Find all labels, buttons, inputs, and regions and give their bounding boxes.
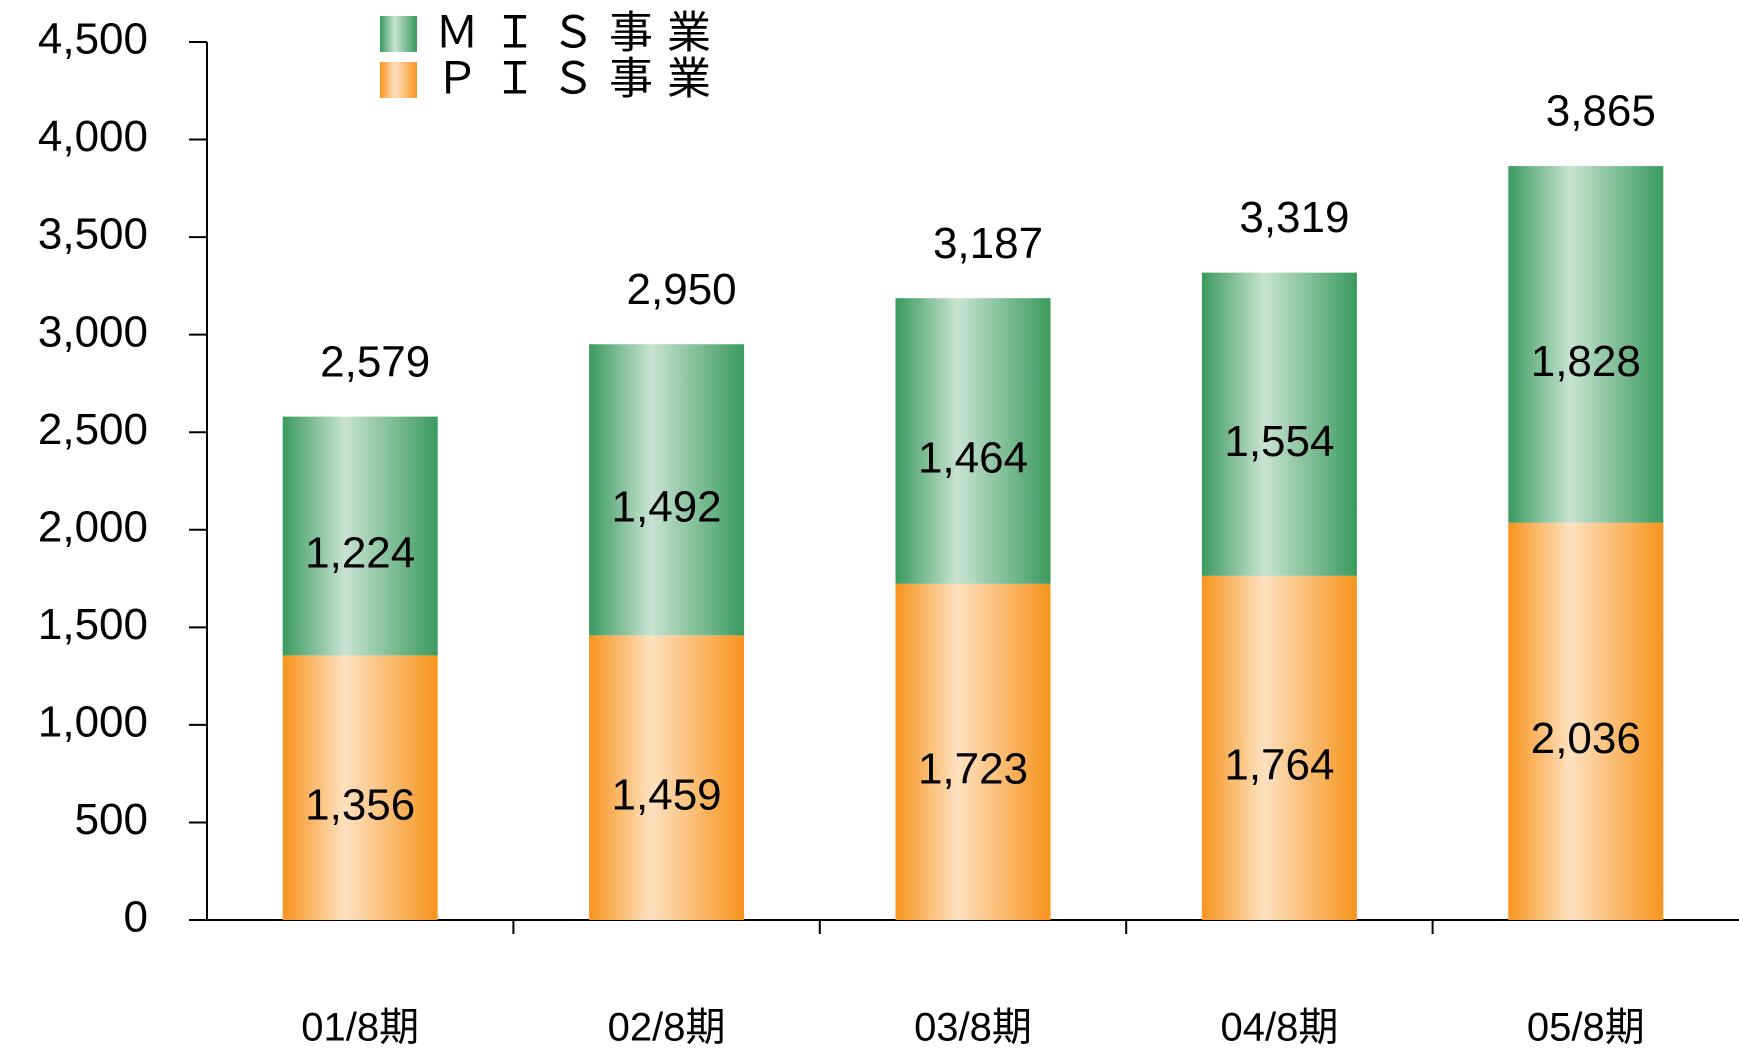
total-label: 2,950 — [627, 265, 737, 314]
bar-segment — [1201, 272, 1357, 576]
x-tick-label: 01/8期 — [301, 1006, 419, 1050]
data-label: 1,459 — [612, 770, 722, 819]
bar-segment — [1508, 522, 1664, 920]
total-label: 3,187 — [933, 219, 1043, 268]
data-label: 1,764 — [1224, 741, 1334, 790]
y-tick-label: 500 — [75, 795, 148, 844]
bar-segment — [895, 298, 1051, 584]
legend-label: ＰＩＳ事業 — [435, 55, 725, 104]
y-tick-label: 3,500 — [38, 210, 148, 259]
bar-segment — [1201, 575, 1357, 920]
x-tick-label: 03/8期 — [914, 1006, 1032, 1050]
legend-label: ＭＩＳ事業 — [435, 9, 725, 58]
legend-swatch — [380, 62, 417, 98]
data-label: 1,828 — [1531, 337, 1641, 386]
x-tick-label: 05/8期 — [1527, 1006, 1645, 1050]
y-tick-label: 2,000 — [38, 502, 148, 551]
data-label: 1,464 — [918, 434, 1028, 483]
bar-segment — [895, 583, 1051, 920]
legend-swatch — [380, 16, 417, 52]
data-label: 1,356 — [305, 780, 415, 829]
data-label: 2,036 — [1531, 714, 1641, 763]
x-tick-label: 02/8期 — [608, 1006, 726, 1050]
data-label: 1,554 — [1224, 417, 1334, 466]
data-label: 1,492 — [612, 482, 722, 531]
y-tick-label: 1,000 — [38, 698, 148, 747]
data-label: 1,224 — [305, 529, 415, 578]
y-tick-label: 0 — [124, 893, 148, 942]
bar-segment — [589, 635, 745, 920]
bar-segment — [282, 655, 438, 920]
bar-segment — [589, 344, 745, 636]
x-tick-label: 04/8期 — [1220, 1006, 1338, 1050]
y-tick-label: 2,500 — [38, 405, 148, 454]
total-label: 2,579 — [320, 337, 430, 386]
bar-segment — [282, 416, 438, 656]
y-tick-label: 4,000 — [38, 112, 148, 161]
y-tick-label: 4,500 — [38, 15, 148, 64]
data-label: 1,723 — [918, 745, 1028, 794]
total-label: 3,865 — [1546, 87, 1656, 136]
y-tick-label: 1,500 — [38, 600, 148, 649]
total-label: 3,319 — [1239, 193, 1349, 242]
y-tick-label: 3,000 — [38, 307, 148, 356]
bar-segment — [1508, 166, 1664, 523]
